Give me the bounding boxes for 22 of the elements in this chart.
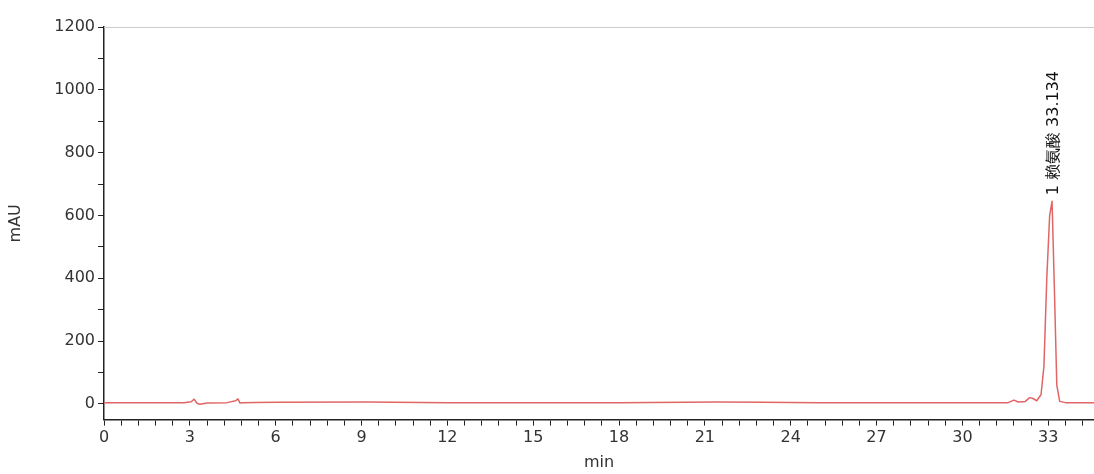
x-tick-label: 27	[866, 427, 887, 447]
x-tick-label: 21	[694, 427, 716, 447]
y-axis-title: mAU	[4, 204, 24, 243]
y-tick-label: 1000	[54, 78, 95, 98]
y-tick-label: 200	[64, 330, 95, 350]
y-tick-label: 1200	[54, 16, 95, 36]
x-tick-label: 12	[437, 427, 458, 447]
x-axis-title: min	[583, 451, 615, 471]
x-tick-label: 18	[608, 427, 630, 447]
x-tick-label: 6	[270, 427, 281, 447]
annotation: 1 赖氨酸 33.134	[1043, 70, 1063, 196]
x-tick-label: 0	[98, 427, 110, 447]
x-tick-label: 24	[780, 427, 801, 447]
y-tick-label: 400	[64, 267, 95, 287]
y-tick-label: 800	[64, 141, 95, 161]
x-tick-label: 3	[184, 427, 195, 447]
x-tick-label: 30	[952, 427, 973, 447]
x-tick-label: 15	[523, 427, 544, 447]
x-tick-label: 9	[356, 427, 367, 447]
y-tick-label: 0	[84, 393, 95, 413]
y-tick-label: 600	[64, 204, 95, 224]
x-tick-label: 33	[1038, 427, 1059, 447]
